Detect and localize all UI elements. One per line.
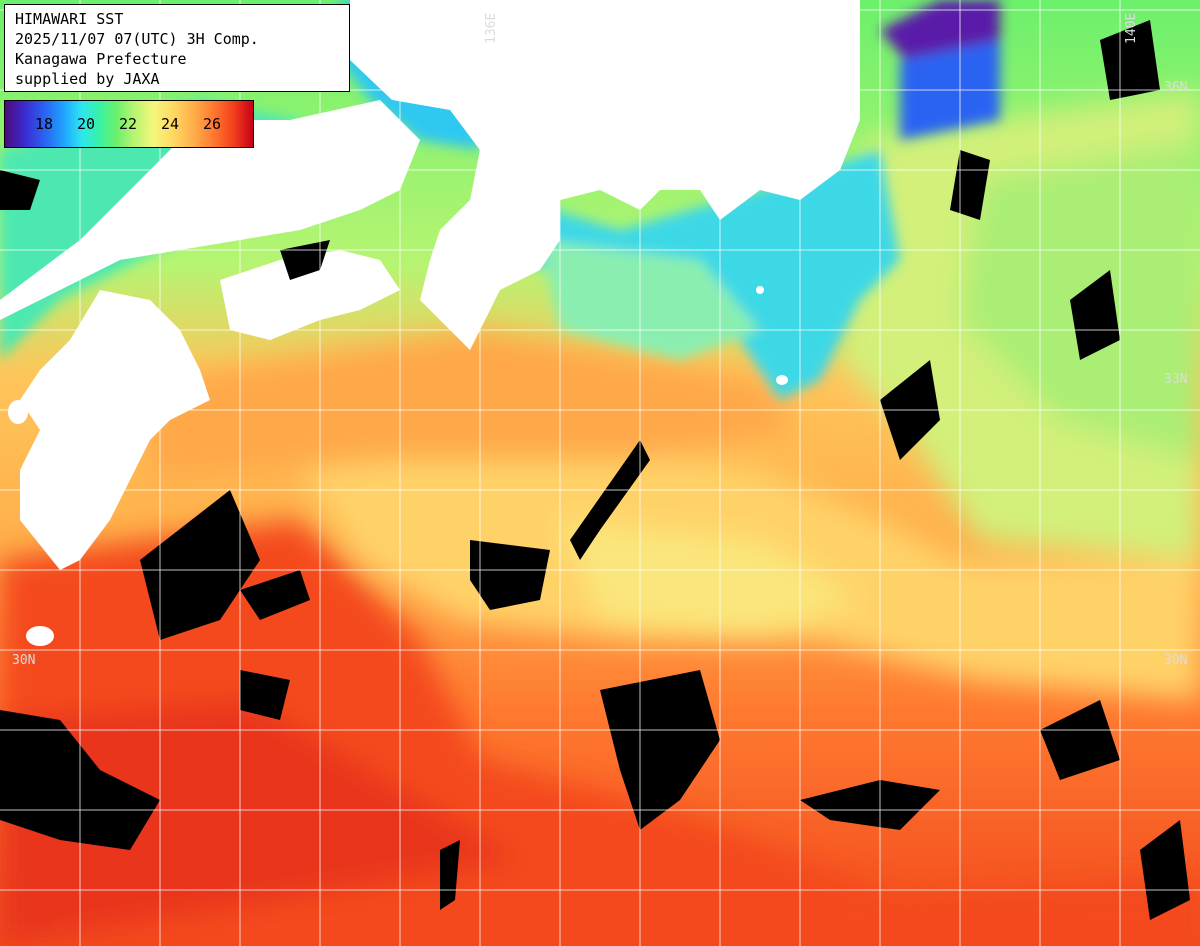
lon-label-140e: 140E: [1124, 12, 1139, 44]
cloud-15: [440, 840, 460, 910]
cloud-10: [1040, 700, 1120, 780]
lat-label-30n-left: 30N: [12, 653, 36, 668]
cloud-3: [570, 440, 650, 560]
land-tanegashima: [26, 626, 54, 646]
colorbar-label-24: 24: [161, 115, 180, 133]
colorbar-label-18: 18: [35, 115, 54, 133]
lat-label-36n: 36N: [1164, 80, 1188, 95]
colorbar-label-22: 22: [119, 115, 138, 133]
title-line-supplier: supplied by JAXA: [15, 70, 160, 88]
temperature-colorbar: 18 20 22 24 26: [4, 100, 254, 148]
zone-orange-band: [150, 330, 800, 480]
lat-label-30n-right: 30N: [1164, 653, 1188, 668]
title-line-datetime: 2025/11/07 07(UTC) 3H Comp.: [15, 30, 259, 48]
land-chugoku: [0, 100, 420, 320]
title-block: HIMAWARI SST 2025/11/07 07(UTC) 3H Comp.…: [4, 4, 350, 92]
land-kyushu: [20, 290, 210, 570]
land-honshu: [350, 0, 860, 350]
colorbar-label-26: 26: [203, 115, 222, 133]
cloud-6: [600, 670, 720, 830]
lon-label-136e: 136E: [484, 12, 499, 44]
cloud-1: [140, 490, 260, 640]
land-islet-west: [8, 400, 28, 424]
cloud-17: [1140, 820, 1190, 920]
title-line-product: HIMAWARI SST: [15, 10, 124, 28]
cloud-14: [0, 170, 40, 210]
cloud-4: [470, 540, 550, 610]
cloud-12: [1070, 270, 1120, 360]
land-izu-islet-2: [756, 286, 764, 294]
cloud-9: [240, 670, 290, 720]
zone-warmest: [0, 700, 520, 946]
cloud-2: [240, 570, 310, 620]
lat-label-33n: 33N: [1164, 372, 1188, 387]
land-shikoku: [220, 250, 400, 340]
zone-pale-yellow: [560, 520, 860, 640]
title-line-prefecture: Kanagawa Prefecture: [15, 50, 187, 68]
cloud-11: [1100, 20, 1160, 100]
land-izu-islet: [776, 375, 788, 385]
cloud-7: [800, 780, 940, 830]
sst-zones: [0, 90, 1200, 946]
land: [0, 0, 860, 646]
colorbar-label-20: 20: [77, 115, 96, 133]
